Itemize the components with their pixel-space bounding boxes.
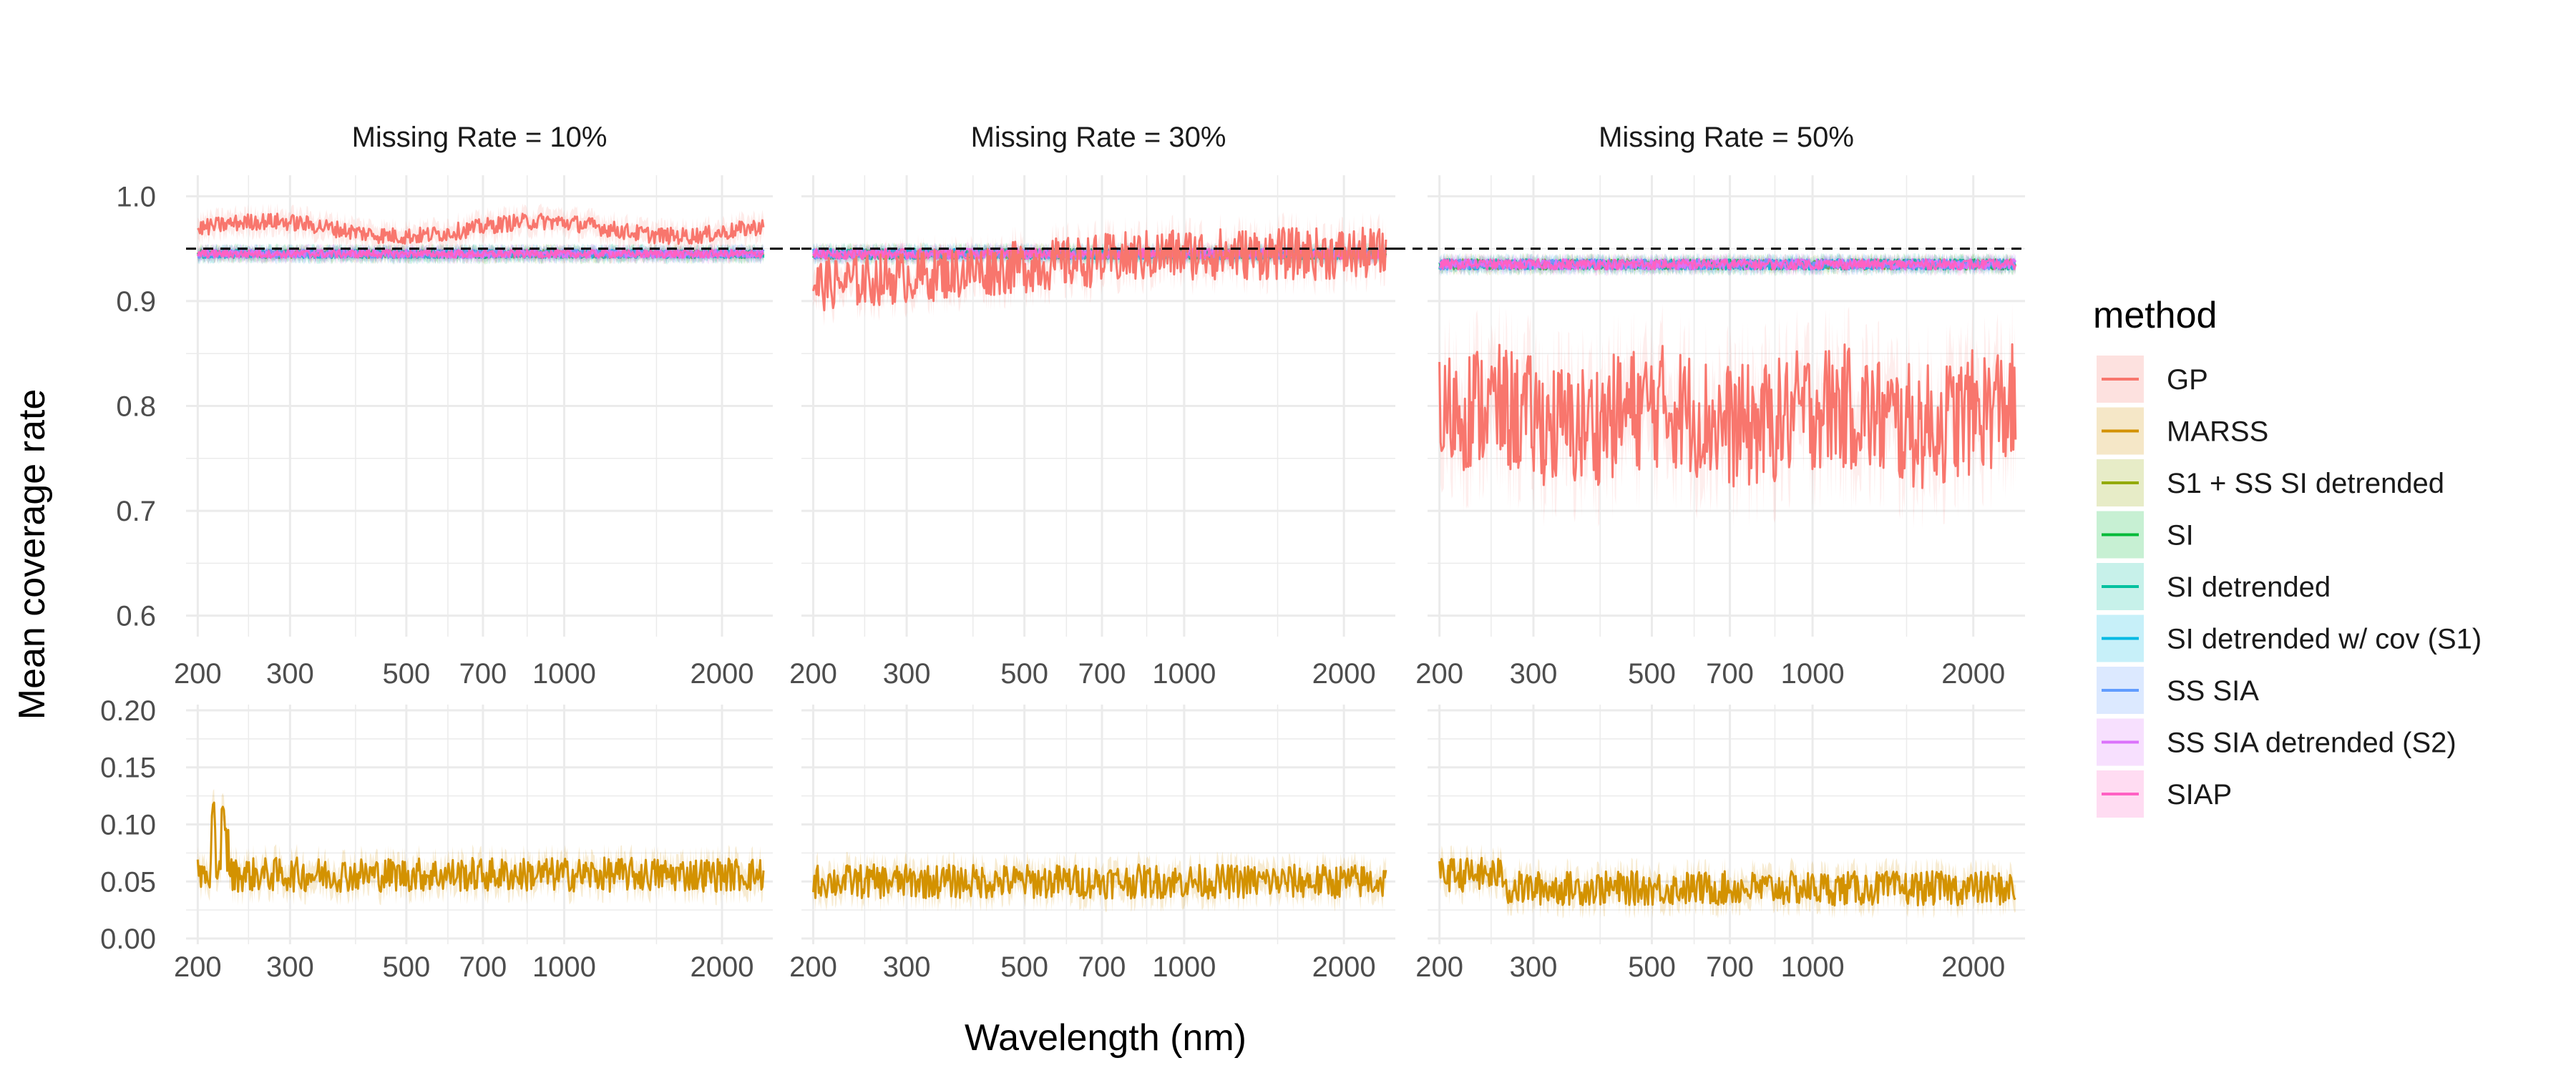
x-tick-label: 300 — [266, 658, 314, 690]
x-tick-label: 1000 — [1781, 951, 1845, 983]
y-tick-label: 0.15 — [100, 753, 156, 784]
y-tick-label: 0.05 — [100, 866, 156, 898]
facet-strip-label: Missing Rate = 50% — [1599, 122, 1854, 153]
series-line-gp — [1438, 343, 2017, 489]
x-tick-label: 500 — [1000, 951, 1048, 983]
series-line-siap — [1439, 258, 2017, 271]
x-tick-label: 200 — [1415, 658, 1463, 690]
x-axis-title: Wavelength (nm) — [965, 1017, 1246, 1059]
y-axis-title: Mean coverage rate — [11, 389, 53, 720]
x-tick-label: 200 — [1415, 951, 1463, 983]
facet-strip-label: Missing Rate = 30% — [971, 122, 1226, 153]
legend: method GP MARSS S1 + SS SI detrended SI SI de… — [2093, 295, 2482, 818]
y-tick-label: 0.9 — [116, 286, 156, 318]
x-tick-label: 1000 — [1781, 658, 1845, 690]
x-tick-label: 2000 — [691, 951, 754, 983]
legend-label: GP — [2167, 364, 2208, 396]
y-tick-label: 0.00 — [100, 923, 156, 955]
y-tick-label: 0.7 — [116, 496, 156, 527]
series-line-siap — [197, 248, 765, 260]
y-tick-label: 0.10 — [100, 810, 156, 841]
x-tick-label: 300 — [1510, 951, 1558, 983]
x-tick-label: 700 — [459, 658, 507, 690]
x-tick-label: 2000 — [1941, 658, 2005, 690]
y-tick-label: 0.20 — [100, 695, 156, 727]
facet-strip-label: Missing Rate = 10% — [352, 122, 608, 153]
legend-label: S1 + SS SI detrended — [2167, 468, 2444, 499]
x-tick-label: 300 — [1510, 658, 1558, 690]
series-line-marss — [812, 863, 1387, 900]
x-tick-label: 300 — [883, 658, 931, 690]
legend-label: SIAP — [2167, 779, 2232, 810]
x-tick-label: 200 — [174, 951, 222, 983]
x-tick-label: 200 — [789, 951, 837, 983]
series-line-gp — [812, 226, 1387, 312]
x-tick-label: 700 — [1078, 658, 1126, 690]
y-tick-label: 0.6 — [116, 601, 156, 632]
x-tick-label: 200 — [174, 658, 222, 690]
y-tick-label: 1.0 — [116, 181, 156, 212]
x-tick-label: 2000 — [1312, 951, 1376, 983]
x-tick-label: 1000 — [532, 658, 596, 690]
legend-label: SI — [2167, 520, 2194, 552]
series-layer — [186, 203, 2025, 919]
labels-layer: Missing Rate = 10% Missing Rate = 30% Miss… — [11, 122, 2005, 1059]
x-tick-label: 1000 — [1152, 658, 1216, 690]
legend-label: SS SIA detrended (S2) — [2167, 727, 2457, 759]
series-line-gp — [197, 212, 765, 245]
x-tick-label: 500 — [1000, 658, 1048, 690]
ribbon-gp — [1439, 302, 2016, 530]
x-tick-label: 2000 — [1312, 658, 1376, 690]
legend-label: SI detrended w/ cov (S1) — [2167, 624, 2482, 655]
legend-label: MARSS — [2167, 416, 2268, 448]
x-tick-label: 500 — [383, 951, 431, 983]
x-tick-label: 500 — [1628, 658, 1676, 690]
x-tick-label: 2000 — [691, 658, 754, 690]
panels-layer — [186, 175, 2025, 944]
x-tick-label: 1000 — [532, 951, 596, 983]
x-tick-label: 2000 — [1941, 951, 2005, 983]
x-tick-label: 500 — [1628, 951, 1676, 983]
x-tick-label: 700 — [459, 951, 507, 983]
x-tick-label: 200 — [789, 658, 837, 690]
x-tick-label: 700 — [1706, 658, 1754, 690]
x-tick-label: 500 — [383, 658, 431, 690]
ribbon-marss — [197, 788, 763, 906]
x-tick-label: 300 — [883, 951, 931, 983]
x-tick-label: 700 — [1078, 951, 1126, 983]
x-tick-label: 700 — [1706, 951, 1754, 983]
y-tick-label: 0.8 — [116, 391, 156, 423]
legend-title: method — [2093, 295, 2217, 336]
series-line-marss — [196, 801, 765, 893]
legend-label: SI detrended — [2167, 572, 2331, 603]
x-tick-label: 300 — [266, 951, 314, 983]
series-line-marss — [1438, 856, 2016, 907]
x-tick-label: 1000 — [1152, 951, 1216, 983]
legend-label: SS SIA — [2167, 675, 2259, 707]
